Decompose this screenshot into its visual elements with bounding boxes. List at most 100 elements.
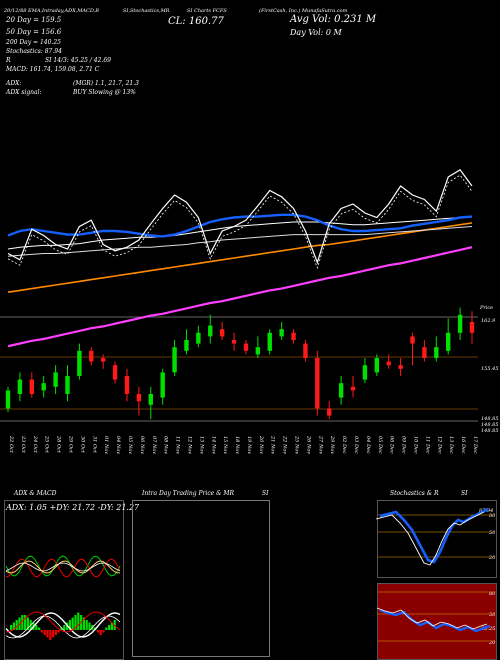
rsi-signal-line [376,607,488,630]
macd-hist-bar-15 [52,630,55,638]
candle-body-22 [267,332,272,351]
candle-body-38 [457,314,463,333]
macd-hist-bar-36 [110,622,113,630]
price-axis-label-162: 162.9 [481,318,496,324]
macd-label: MACD: 161.74, 159.08, 2.71 C [6,66,100,73]
header-title-right: (FirstCash, Inc.) MunafaSutra.com [259,8,348,14]
candle-body-16 [196,332,201,344]
date-label-10: 05 Nov [127,436,133,454]
candle-body-10 [124,376,130,394]
date-label-32: 06 Dec [389,436,395,454]
macd-hist-bar-26 [82,617,85,630]
date-label-9: 04 Nov [115,436,121,454]
candle-body-39 [469,322,475,333]
r-label: R [6,57,11,64]
stoch-label: Stochastics: 87.94 [6,48,62,55]
date-label-37: 13 Dec [448,436,454,454]
date-label-33: 09 Dec [401,436,407,454]
candle-body-0 [5,390,11,409]
macd-hist-bar-9 [35,625,38,630]
candle-body-15 [184,340,189,351]
candle-body-3 [41,383,46,391]
candle-body-21 [255,347,261,355]
candle-body-20 [243,343,249,351]
date-label-13: 08 Nov [163,436,169,454]
macd-hist-bar-21 [68,620,71,630]
ema-magenta-line [7,246,473,348]
macd-hist-bar-17 [57,630,60,633]
candle-body-30 [362,365,368,380]
candle-body-34 [410,336,415,344]
candle-body-32 [386,361,391,366]
ema-white-line [7,216,473,250]
adx-label: ADX: [6,80,22,87]
date-label-29: 03 Dec [353,436,359,454]
adx-mgr-label: (MGR) 1.1, 21.7, 21.3 [73,80,139,87]
macd-hist-bar-6 [26,617,29,630]
macd-hist-bar-13 [46,630,49,638]
candle-body-12 [148,394,153,405]
candle-body-4 [53,372,58,387]
macd-hist-bar-35 [108,625,111,630]
stoch-k-line [379,507,489,564]
close-price-line [7,169,473,265]
candle-body-9 [112,365,118,380]
date-label-11: 06 Nov [139,436,145,454]
date-label-21: 20 Nov [258,435,264,454]
ma200-label: 200 Day = 140.25 [6,39,61,46]
macd-hist-bar-22 [71,617,74,630]
date-label-0: 22 Oct [8,435,14,454]
date-label-25: 26 Nov [305,435,311,454]
date-label-12: 07 Nov [151,436,157,454]
adx-signal-label: ADX signal: [6,89,42,96]
candle-body-7 [89,350,94,362]
date-label-5: 29 Oct [67,435,73,454]
candle-body-13 [160,372,165,398]
ma50-label: 50 Day = 156.6 [6,28,62,36]
date-label-3: 25 Oct [44,435,50,454]
date-label-27: 29 Nov [329,435,335,454]
date-label-18: 15 Nov [222,436,228,454]
candle-body-2 [29,379,34,394]
date-label-36: 12 Dec [436,436,442,454]
stoch-tick-80: 80 [489,513,496,519]
candle-body-11 [136,394,142,402]
candle-body-19 [231,340,237,344]
date-label-24: 25 Nov [294,435,300,454]
macd-hist-bar-27 [85,620,88,630]
macd-hist-bar-34 [105,627,108,630]
stoch-panel-si: SI [461,490,468,497]
macd-hist-bar-23 [74,615,77,630]
rsi-label: SI 14/3: 45.25 / 42.69 [45,57,111,64]
date-label-30: 04 Dec [365,436,371,454]
date-label-26: 27 Nov [317,435,323,454]
date-label-20: 19 Nov [246,436,252,454]
date-label-14: 11 Nov [175,436,181,454]
adx-line [5,560,121,574]
close-price-label: CL: 160.77 [168,16,224,27]
rsi-tick-80: 80 [489,591,496,597]
macd-hist-bar-28 [88,622,91,630]
rsi-tick-50: 50 [489,612,496,618]
candle-body-37 [446,332,451,351]
price-axis-label-155: 155.45 [481,366,499,372]
macd-red-line [5,611,121,633]
candle-body-29 [350,386,356,391]
candle-body-17 [208,325,213,337]
macd-hist-bar-19 [63,625,66,630]
date-label-17: 14 Nov [210,436,216,454]
candle-body-31 [374,358,380,373]
intraday-panel-si: SI [262,490,269,497]
date-label-16: 13 Nov [198,436,204,454]
stoch-tick-50: 50 [489,530,496,536]
candle-body-18 [219,329,225,337]
candle-body-25 [303,343,308,358]
date-label-34: 10 Dec [413,436,419,454]
macd-hist-bar-33 [102,630,105,633]
date-label-1: 23 Oct [20,435,26,454]
candle-body-1 [17,379,23,394]
price-axis-label-top: Price [480,305,494,311]
ema-blue-line [7,213,473,238]
